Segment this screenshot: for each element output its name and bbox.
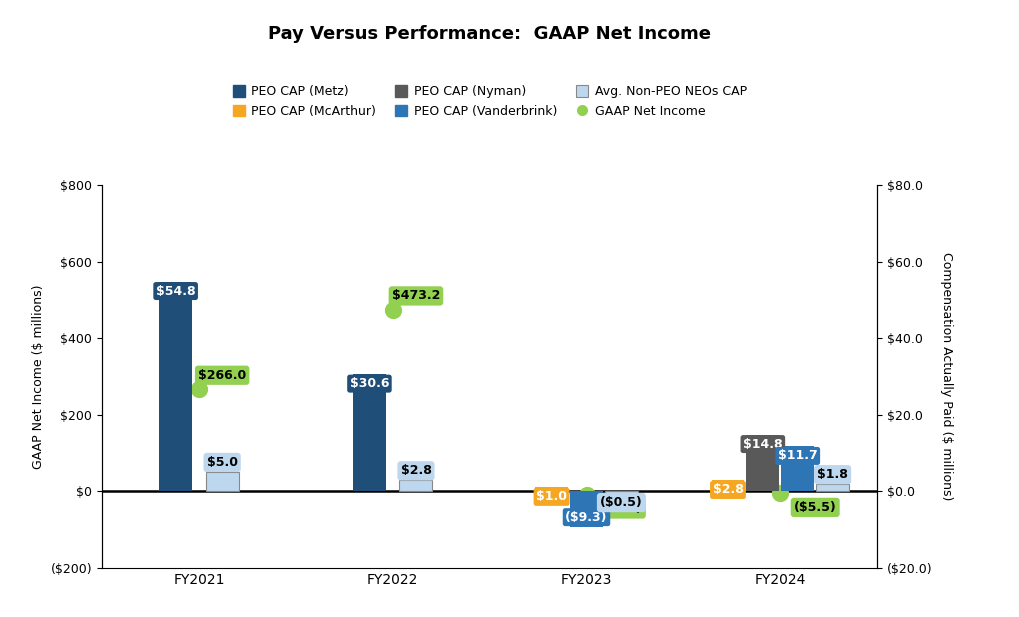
Bar [206,472,238,491]
Y-axis label: Compensation Actually Paid ($ millions): Compensation Actually Paid ($ millions) [940,252,953,500]
Text: ($9.7): ($9.7) [599,502,642,515]
Y-axis label: GAAP Net Income ($ millions): GAAP Net Income ($ millions) [32,284,45,469]
Point [771,488,788,498]
Text: $14.8: $14.8 [742,437,782,450]
Bar [815,484,848,491]
Text: $2.8: $2.8 [712,484,743,497]
Text: $30.6: $30.6 [350,377,389,390]
Text: $1.8: $1.8 [816,468,847,481]
Text: $2.8: $2.8 [400,465,431,478]
Bar [604,491,637,493]
Text: ($5.5): ($5.5) [793,501,836,514]
Legend: PEO CAP (Metz), PEO CAP (McArthur), PEO CAP (Nyman), PEO CAP (Vanderbrink), Avg.: PEO CAP (Metz), PEO CAP (McArthur), PEO … [227,80,751,123]
Bar [399,481,432,491]
Bar [781,446,813,491]
Text: $473.2: $473.2 [391,289,440,302]
Bar [353,374,385,491]
Bar [159,281,192,491]
Text: $1.0: $1.0 [536,491,567,503]
Bar [570,491,602,527]
Point [578,490,594,500]
Text: ($0.5): ($0.5) [599,496,642,509]
Point [191,384,207,394]
Text: $11.7: $11.7 [777,449,817,462]
Bar [535,487,568,491]
Bar [711,481,744,491]
Text: $5.0: $5.0 [207,456,237,469]
Bar [746,434,779,491]
Text: Pay Versus Performance:  GAAP Net Income: Pay Versus Performance: GAAP Net Income [268,25,710,43]
Text: ($9.3): ($9.3) [565,511,607,524]
Text: $266.0: $266.0 [198,369,246,382]
Point [384,305,400,315]
Text: $54.8: $54.8 [156,284,196,297]
